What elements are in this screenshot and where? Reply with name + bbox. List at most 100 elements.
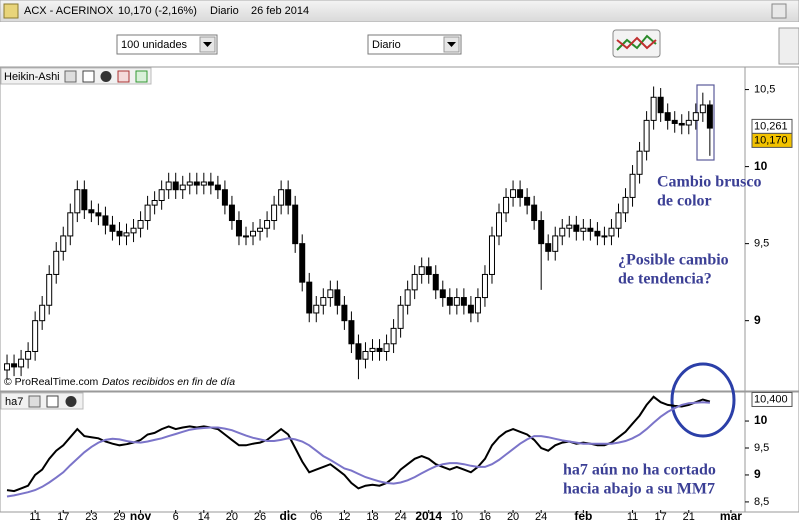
candle-body xyxy=(151,199,158,206)
y-tick-label: 10 xyxy=(754,413,768,427)
candle-body xyxy=(643,119,650,152)
x-tick-label: 10 xyxy=(451,511,463,523)
dropdown-arrow xyxy=(447,42,456,47)
candle-body xyxy=(573,224,580,232)
candle-body xyxy=(4,363,11,371)
candle-body xyxy=(172,181,179,191)
candle-body xyxy=(46,273,53,306)
candle-body xyxy=(531,204,538,222)
candle-body xyxy=(221,189,228,206)
candle-body xyxy=(11,363,18,368)
candle-body xyxy=(425,266,432,275)
candle-body xyxy=(664,112,671,121)
candle-body xyxy=(383,343,390,352)
candle-body xyxy=(39,304,46,322)
annotation: Cambio brusco xyxy=(657,174,761,191)
settings-icon[interactable] xyxy=(64,70,77,83)
y-tick-label: 9 xyxy=(754,467,761,481)
x-tick-label: 6 xyxy=(173,511,179,523)
panel-title: Heikin-Ashi xyxy=(4,71,60,83)
x-tick-label: 21 xyxy=(683,511,695,523)
close-icon[interactable] xyxy=(65,396,77,407)
candle-body xyxy=(257,227,264,232)
candle-body xyxy=(292,204,299,245)
window-icon[interactable] xyxy=(82,70,95,83)
candle-body xyxy=(109,224,116,232)
candle-body xyxy=(327,289,334,299)
x-tick-label: 06 xyxy=(310,511,322,523)
candle-body xyxy=(390,327,397,345)
candle-body xyxy=(601,235,608,238)
candle-body xyxy=(566,224,573,229)
candle-body xyxy=(95,212,102,217)
price-marker-label: 10,400 xyxy=(754,393,788,405)
candle-body xyxy=(32,320,39,352)
highlight-ellipse xyxy=(670,362,736,438)
candle-body xyxy=(264,220,271,229)
candle-body xyxy=(517,189,524,198)
down-icon[interactable] xyxy=(117,70,130,83)
timeframe-dropdown[interactable] xyxy=(367,34,462,55)
candle-body xyxy=(636,150,643,175)
candle-body xyxy=(228,204,235,222)
candle-body xyxy=(446,297,453,306)
close-icon[interactable] xyxy=(100,71,112,82)
x-tick-label: 23 xyxy=(85,511,97,523)
price-marker-label: 10,261 xyxy=(754,120,788,132)
candle-body xyxy=(467,304,474,314)
candle-body xyxy=(587,227,594,232)
y-tick-label: 10 xyxy=(754,159,768,173)
candle-body xyxy=(271,204,278,222)
candle-body xyxy=(285,189,292,206)
candle-body xyxy=(278,189,285,206)
window-button[interactable] xyxy=(771,3,787,19)
candle-body xyxy=(692,112,699,121)
candle-body xyxy=(608,227,615,237)
candle-body xyxy=(235,220,242,237)
x-tick-label: 20 xyxy=(507,511,519,523)
candle-body xyxy=(348,320,355,345)
x-tick-label: 17 xyxy=(57,511,69,523)
candle-body xyxy=(341,304,348,322)
settings-icon[interactable] xyxy=(28,395,41,408)
candle-body xyxy=(369,347,376,352)
x-tick-label: 14 xyxy=(198,511,210,523)
x-tick-label: nov xyxy=(130,509,152,523)
date: 26 feb 2014 xyxy=(251,5,309,17)
y-tick-label: 9,5 xyxy=(754,238,769,250)
candle-body xyxy=(313,304,320,314)
candle-body xyxy=(53,250,60,275)
candle-body xyxy=(250,230,257,237)
candle-body xyxy=(594,230,601,237)
candle-body xyxy=(60,235,67,252)
y-tick-label: 10,5 xyxy=(754,83,775,95)
candle-body xyxy=(81,189,88,211)
annotation: ha7 aún no ha cortado xyxy=(563,462,716,479)
candle-body xyxy=(460,297,467,306)
up-icon[interactable] xyxy=(135,70,148,83)
x-tick-label: mar xyxy=(720,509,742,523)
annotation: ¿Posible cambio xyxy=(618,252,729,269)
quantity-dropdown[interactable] xyxy=(116,34,218,55)
candle-body xyxy=(524,196,531,206)
candle-body xyxy=(503,196,510,214)
candle-body xyxy=(214,184,221,191)
quote: 10,170 (-2,16%) xyxy=(118,5,197,17)
candle-body xyxy=(432,273,439,291)
highlight-box xyxy=(696,84,715,161)
period: Diario xyxy=(210,5,239,17)
candle-body xyxy=(18,358,25,368)
price-marker-label: 10,170 xyxy=(754,134,788,146)
candle-body xyxy=(622,196,629,214)
x-tick-label: feb xyxy=(574,509,592,523)
side-tab[interactable] xyxy=(778,27,799,65)
annotation: de tendencia? xyxy=(618,271,712,288)
candle-body xyxy=(193,181,200,186)
x-tick-label: 2014 xyxy=(415,509,442,523)
candle-body xyxy=(481,273,488,299)
annotation: hacia abajo a su MM7 xyxy=(563,481,715,498)
candle-body xyxy=(116,230,123,237)
window-icon[interactable] xyxy=(46,395,59,408)
